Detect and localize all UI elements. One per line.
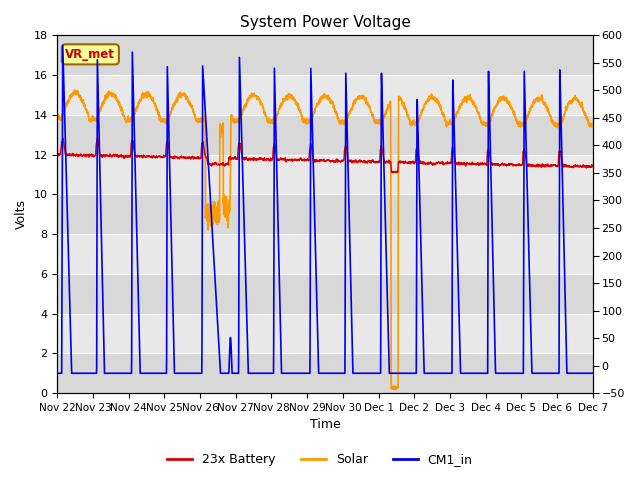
Bar	[58, 115, 593, 155]
Bar	[58, 155, 593, 194]
X-axis label: Time: Time	[310, 419, 340, 432]
Bar	[58, 194, 593, 234]
Bar	[58, 274, 593, 313]
Y-axis label: Volts: Volts	[15, 199, 28, 229]
Title: System Power Voltage: System Power Voltage	[239, 15, 410, 30]
Bar	[58, 313, 593, 353]
Text: VR_met: VR_met	[65, 48, 115, 61]
Bar	[58, 353, 593, 393]
Bar	[58, 234, 593, 274]
Bar	[58, 36, 593, 75]
Bar	[58, 75, 593, 115]
Legend: 23x Battery, Solar, CM1_in: 23x Battery, Solar, CM1_in	[163, 448, 477, 471]
